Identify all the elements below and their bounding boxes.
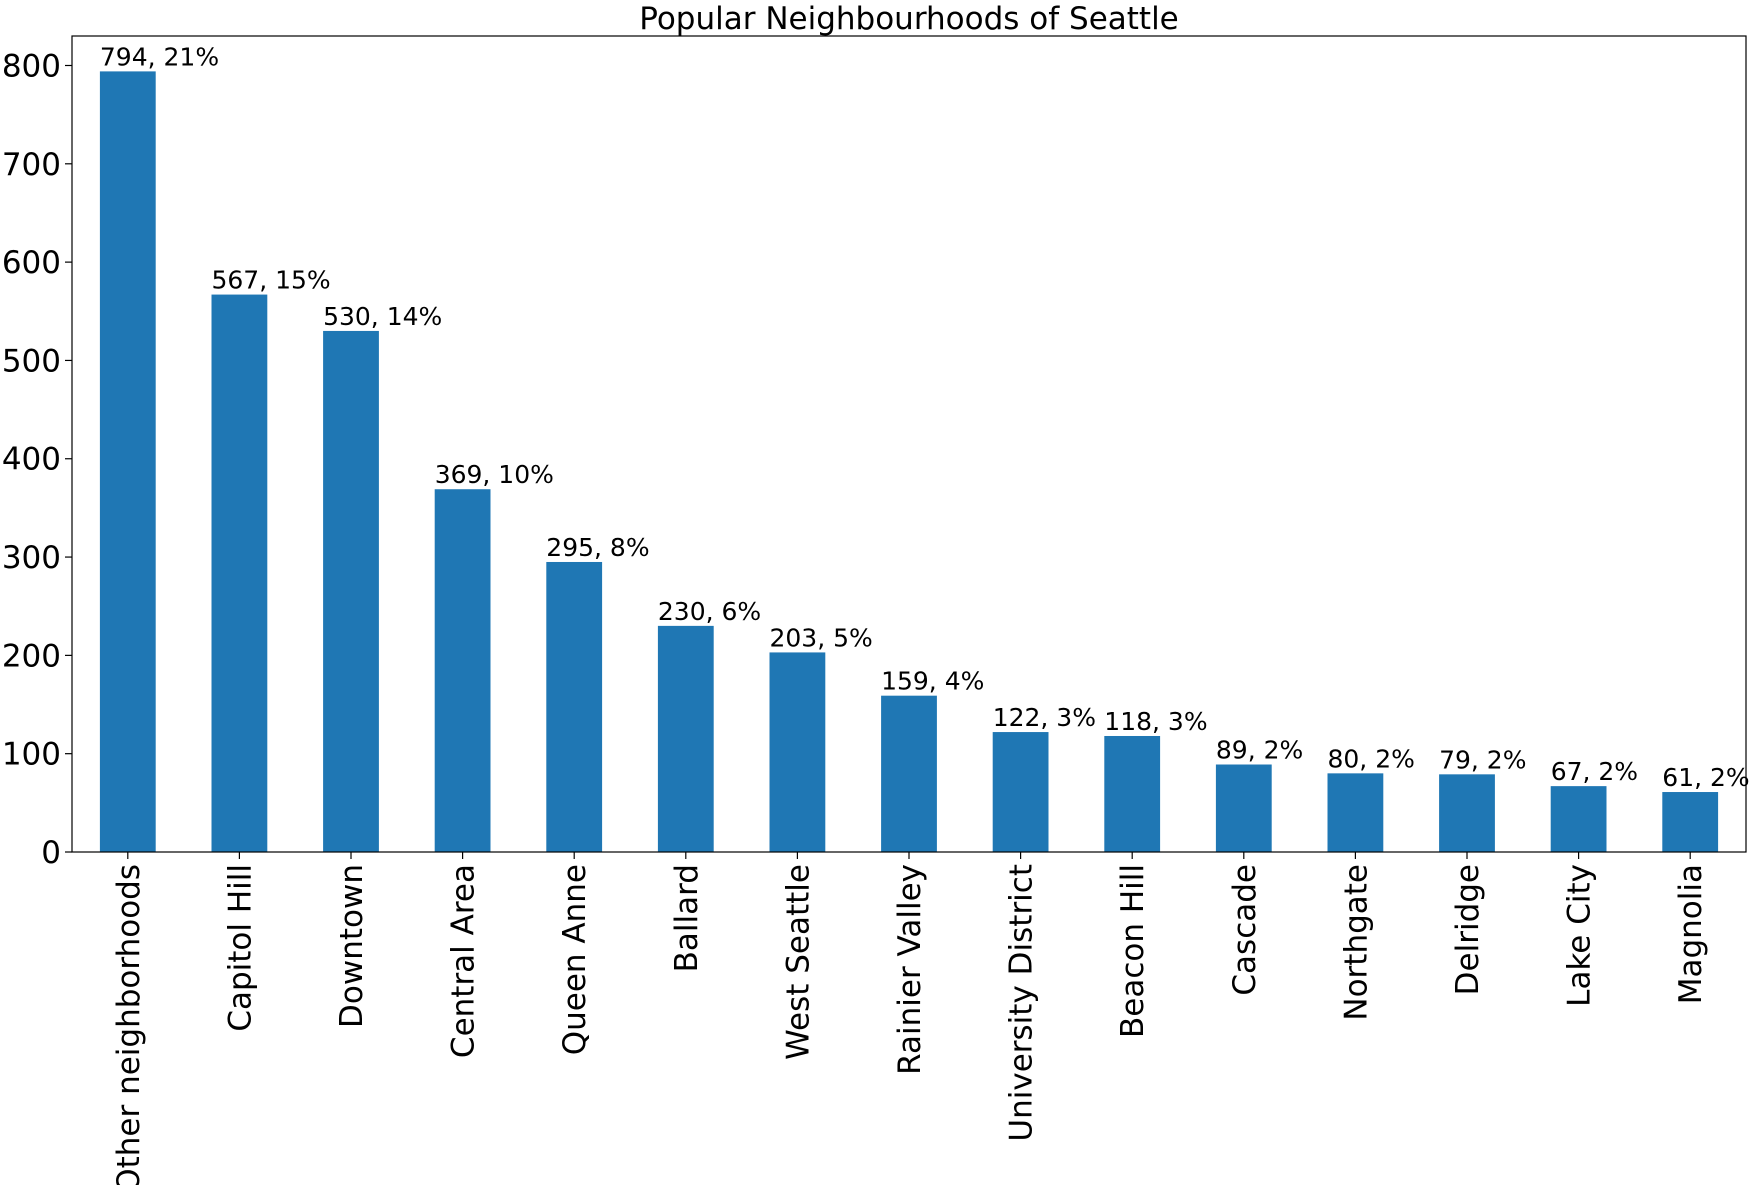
bar bbox=[1550, 786, 1607, 852]
bars-group bbox=[99, 71, 1719, 853]
bar bbox=[657, 625, 714, 852]
bar bbox=[323, 330, 379, 852]
data-label: 80, 2% bbox=[1328, 744, 1415, 773]
y-tick-label: 400 bbox=[2, 442, 61, 478]
data-label: 159, 4% bbox=[881, 667, 984, 696]
bar bbox=[881, 695, 937, 852]
y-tick-label: 300 bbox=[2, 540, 61, 576]
x-tick-label: University District bbox=[1004, 864, 1040, 1142]
y-axis: 0 100 200 300 400 500 600 700 800 bbox=[2, 48, 72, 871]
bar bbox=[434, 489, 491, 852]
bar bbox=[1439, 774, 1495, 852]
data-label: 369, 10% bbox=[435, 460, 554, 489]
y-tick-label: 200 bbox=[2, 638, 61, 674]
x-tick-label: Beacon Hill bbox=[1115, 864, 1151, 1038]
bar bbox=[992, 732, 1049, 852]
bar bbox=[546, 561, 603, 852]
bar bbox=[1104, 735, 1161, 852]
x-tick-label: Northgate bbox=[1338, 864, 1374, 1021]
data-label: 295, 8% bbox=[546, 533, 649, 562]
data-label: 794, 21% bbox=[100, 42, 219, 71]
x-axis: Other neighborhoods Capitol Hill Downtown C… bbox=[111, 852, 1709, 1185]
y-tick-label: 0 bbox=[41, 835, 61, 871]
data-label: 530, 14% bbox=[323, 302, 442, 331]
y-tick-label: 100 bbox=[2, 737, 61, 773]
data-label: 230, 6% bbox=[658, 597, 761, 626]
y-tick-label: 700 bbox=[2, 147, 61, 183]
data-label: 118, 3% bbox=[1104, 707, 1207, 736]
x-tick-label: Ballard bbox=[669, 864, 705, 972]
bar bbox=[1327, 773, 1384, 852]
y-tick-label: 600 bbox=[2, 245, 61, 281]
x-tick-label: Delridge bbox=[1450, 864, 1486, 995]
bar bbox=[211, 294, 268, 852]
x-tick-label: Queen Anne bbox=[557, 864, 593, 1055]
x-tick-label: Magnolia bbox=[1673, 864, 1709, 1004]
data-labels-group: 794, 21% 567, 15% 530, 14% 369, 10% 295, 8% 2… bbox=[100, 42, 1750, 792]
x-tick-label: Lake City bbox=[1562, 864, 1598, 1007]
data-label: 67, 2% bbox=[1551, 757, 1638, 786]
x-tick-label: Other neighborhoods bbox=[111, 864, 147, 1185]
y-tick-label: 800 bbox=[2, 48, 61, 84]
x-tick-label: Downtown bbox=[334, 864, 370, 1028]
data-label: 79, 2% bbox=[1439, 745, 1526, 774]
x-tick-label: Rainier Valley bbox=[892, 864, 928, 1075]
data-label: 61, 2% bbox=[1662, 763, 1749, 792]
chart-title: Popular Neighbourhoods of Seattle bbox=[639, 1, 1179, 37]
data-label: 89, 2% bbox=[1216, 736, 1303, 765]
bar bbox=[99, 71, 156, 853]
bar bbox=[769, 652, 826, 852]
plot-frame bbox=[71, 35, 1747, 853]
x-tick-label: West Seattle bbox=[780, 864, 816, 1060]
data-label: 567, 15% bbox=[212, 266, 331, 295]
data-label: 122, 3% bbox=[993, 703, 1096, 732]
x-tick-label: Capitol Hill bbox=[222, 864, 258, 1032]
data-label: 203, 5% bbox=[770, 623, 873, 652]
bar bbox=[1215, 764, 1272, 852]
y-tick-label: 500 bbox=[2, 343, 61, 379]
x-tick-label: Central Area bbox=[446, 864, 482, 1058]
x-tick-label: Cascade bbox=[1227, 864, 1263, 996]
bar bbox=[1662, 792, 1719, 852]
